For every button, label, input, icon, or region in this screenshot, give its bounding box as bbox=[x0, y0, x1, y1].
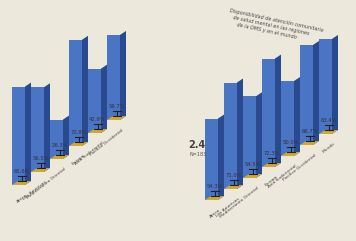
Polygon shape bbox=[313, 41, 319, 145]
Polygon shape bbox=[120, 31, 126, 120]
Polygon shape bbox=[243, 96, 256, 178]
Text: Disponibilidad de atención comunitaria
   de salud mental en las regiones
      : Disponibilidad de atención comunitaria d… bbox=[226, 8, 324, 45]
Polygon shape bbox=[281, 81, 294, 156]
Polygon shape bbox=[218, 114, 224, 200]
Polygon shape bbox=[31, 168, 50, 172]
Polygon shape bbox=[44, 83, 50, 172]
Text: Mediterraneo Oriental: Mediterraneo Oriental bbox=[219, 186, 260, 219]
Text: Asia Sudoriental: Asia Sudoriental bbox=[74, 141, 105, 166]
Text: Africa: Africa bbox=[16, 193, 29, 204]
Text: Pacifico Occidental: Pacifico Occidental bbox=[89, 128, 124, 157]
Text: Europa: Europa bbox=[72, 154, 86, 167]
Text: N=183: N=183 bbox=[190, 153, 207, 158]
Polygon shape bbox=[107, 116, 126, 120]
Polygon shape bbox=[25, 83, 31, 185]
Polygon shape bbox=[12, 87, 25, 185]
Polygon shape bbox=[69, 40, 82, 146]
Polygon shape bbox=[332, 35, 338, 134]
Text: Mediterraneo Oriental: Mediterraneo Oriental bbox=[26, 167, 67, 200]
Polygon shape bbox=[63, 115, 69, 159]
Text: 54.3%: 54.3% bbox=[206, 184, 223, 189]
Text: Las Americas: Las Americas bbox=[23, 180, 48, 201]
Polygon shape bbox=[205, 196, 224, 200]
Text: Asia Sudoriental: Asia Sudoriental bbox=[267, 164, 298, 189]
Polygon shape bbox=[237, 79, 243, 189]
Polygon shape bbox=[294, 77, 300, 156]
Polygon shape bbox=[205, 119, 218, 200]
Text: 63.4%: 63.4% bbox=[320, 118, 337, 123]
Polygon shape bbox=[243, 174, 262, 178]
Text: 65.6%: 65.6% bbox=[13, 169, 30, 174]
Text: 56.5%: 56.5% bbox=[32, 156, 49, 161]
Text: Africa: Africa bbox=[209, 208, 222, 219]
Text: Europa: Europa bbox=[265, 175, 279, 187]
Polygon shape bbox=[82, 36, 88, 146]
Polygon shape bbox=[262, 59, 275, 167]
Polygon shape bbox=[262, 163, 281, 167]
Polygon shape bbox=[319, 39, 332, 134]
Polygon shape bbox=[319, 130, 338, 134]
Text: Las Americas: Las Americas bbox=[216, 197, 241, 218]
Text: 72.3%: 72.3% bbox=[263, 151, 280, 156]
Text: 2.4: 2.4 bbox=[188, 140, 205, 150]
Polygon shape bbox=[101, 65, 107, 133]
Polygon shape bbox=[224, 82, 237, 189]
Polygon shape bbox=[275, 54, 281, 167]
Text: 71.0%: 71.0% bbox=[225, 173, 242, 178]
Polygon shape bbox=[300, 45, 313, 145]
Polygon shape bbox=[107, 35, 120, 120]
Polygon shape bbox=[224, 185, 243, 189]
Polygon shape bbox=[300, 141, 319, 145]
Polygon shape bbox=[256, 92, 262, 178]
Text: 66.7%: 66.7% bbox=[301, 129, 318, 134]
Polygon shape bbox=[50, 155, 69, 159]
Text: 42.9%: 42.9% bbox=[89, 117, 106, 122]
Text: 56.7%: 56.7% bbox=[108, 104, 125, 109]
Text: 26.3%: 26.3% bbox=[51, 143, 68, 148]
Polygon shape bbox=[281, 152, 300, 156]
Text: 54.5%: 54.5% bbox=[244, 162, 261, 167]
Text: 50.0%: 50.0% bbox=[282, 140, 299, 145]
Polygon shape bbox=[50, 120, 63, 159]
Polygon shape bbox=[88, 69, 101, 133]
Text: 70.8%: 70.8% bbox=[70, 130, 87, 135]
Polygon shape bbox=[69, 142, 88, 146]
Text: Pacifico Occidental: Pacifico Occidental bbox=[282, 153, 317, 181]
Text: Mundo: Mundo bbox=[322, 142, 336, 154]
Polygon shape bbox=[88, 129, 107, 133]
Polygon shape bbox=[12, 181, 31, 185]
Polygon shape bbox=[31, 87, 44, 172]
